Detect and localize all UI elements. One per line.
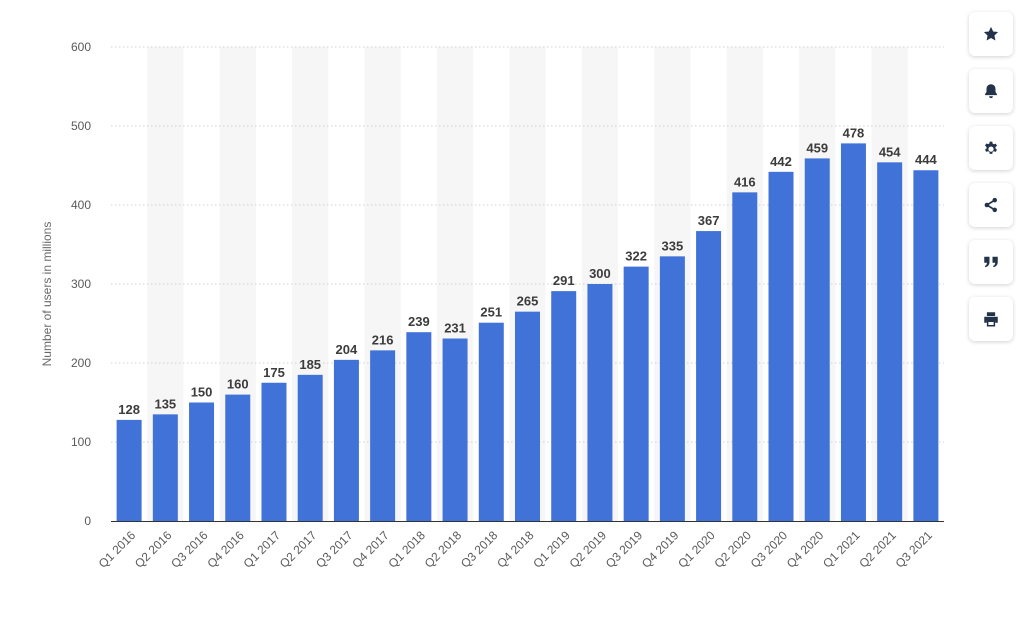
print-button[interactable] [969, 297, 1013, 341]
x-tick-label: Q4 2018 [494, 528, 537, 571]
bar [152, 414, 178, 521]
y-tick-label: 600 [71, 40, 91, 54]
bar [333, 359, 359, 521]
bar [587, 284, 613, 521]
bell-icon [985, 84, 997, 99]
x-tick-label: Q4 2017 [349, 528, 392, 571]
share-button[interactable] [969, 183, 1013, 227]
y-tick-label: 400 [71, 198, 91, 212]
x-tick-label: Q2 2018 [422, 528, 465, 571]
x-tick-label: Q3 2019 [603, 528, 646, 571]
y-tick-label: 200 [71, 356, 91, 370]
data-label: 442 [770, 154, 792, 169]
data-label: 478 [843, 125, 865, 140]
bar [877, 162, 903, 521]
data-label: 322 [625, 249, 647, 264]
gear-icon [985, 141, 997, 154]
notification-button[interactable] [969, 69, 1013, 113]
bar [297, 374, 323, 521]
bar [478, 322, 504, 521]
x-tick-label: Q3 2021 [893, 528, 936, 571]
toolbar-sidebar [969, 12, 1013, 354]
x-tick-label: Q1 2019 [530, 528, 573, 571]
star-icon [983, 26, 999, 41]
data-label: 251 [480, 305, 502, 320]
settings-button[interactable] [969, 126, 1013, 170]
y-axis-ticks: 0 100 200 300 400 500 600 [71, 40, 91, 528]
data-label: 300 [589, 266, 611, 281]
y-tick-label: 100 [71, 435, 91, 449]
x-tick-label: Q2 2019 [567, 528, 610, 571]
bar [116, 419, 142, 521]
print-icon [984, 312, 998, 327]
bar [913, 170, 939, 522]
data-label: 128 [118, 402, 140, 417]
data-label: 265 [517, 294, 539, 309]
data-labels: 128 135 150 160 175 185 204 216 239 231 251 265 291 3… [118, 125, 937, 417]
data-label: 216 [372, 332, 394, 347]
y-tick-label: 500 [71, 119, 91, 133]
favorite-button[interactable] [969, 12, 1013, 56]
data-label: 175 [263, 365, 285, 380]
data-label: 135 [154, 396, 176, 411]
bar [696, 231, 722, 521]
x-tick-label: Q2 2016 [132, 528, 175, 571]
data-label: 291 [553, 273, 575, 288]
bar [189, 402, 215, 521]
x-tick-label: Q3 2018 [458, 528, 501, 571]
x-tick-label: Q4 2019 [639, 528, 682, 571]
bar [804, 158, 830, 521]
data-label: 239 [408, 314, 430, 329]
share-icon [984, 197, 997, 213]
data-label: 160 [227, 377, 249, 392]
x-tick-label: Q1 2021 [820, 528, 863, 571]
x-tick-label: Q3 2017 [313, 528, 356, 571]
bar [261, 382, 287, 521]
data-label: 204 [336, 342, 358, 357]
data-label: 150 [191, 385, 213, 400]
x-tick-label: Q1 2017 [241, 528, 284, 571]
x-tick-label: Q2 2020 [711, 528, 754, 571]
y-axis-label: Number of users in millions [40, 222, 54, 367]
data-label: 444 [915, 152, 937, 167]
x-tick-label: Q1 2018 [386, 528, 429, 571]
data-label: 367 [698, 213, 720, 228]
y-tick-label: 0 [84, 514, 91, 528]
bar [406, 332, 432, 521]
data-label: 335 [662, 238, 684, 253]
bar [225, 394, 251, 521]
x-tick-label: Q4 2016 [204, 528, 247, 571]
bar [732, 192, 758, 522]
x-tick-label: Q1 2020 [675, 528, 718, 571]
data-label: 459 [806, 140, 828, 155]
bar-chart: 0 100 200 300 400 500 600 128 135 150 160 175 185 20… [40, 40, 944, 571]
data-label: 416 [734, 174, 756, 189]
bars [116, 143, 939, 522]
bar [442, 338, 468, 521]
x-tick-label: Q4 2020 [784, 528, 827, 571]
bar [768, 171, 794, 521]
cite-button[interactable] [969, 240, 1013, 284]
bar [840, 143, 866, 521]
data-label: 454 [879, 144, 901, 159]
bar [515, 311, 540, 521]
x-tick-label: Q2 2021 [856, 528, 899, 571]
quote-icon [984, 256, 998, 268]
y-tick-label: 300 [71, 277, 91, 291]
x-tick-label: Q3 2020 [748, 528, 791, 571]
bar [659, 256, 685, 521]
x-tick-label: Q2 2017 [277, 528, 320, 571]
x-tick-label: Q3 2016 [168, 528, 211, 571]
x-tick-label: Q1 2016 [96, 528, 139, 571]
data-label: 185 [299, 357, 321, 372]
bar [370, 350, 396, 521]
bar [623, 266, 649, 521]
bar [551, 291, 577, 521]
data-label: 231 [444, 321, 466, 336]
